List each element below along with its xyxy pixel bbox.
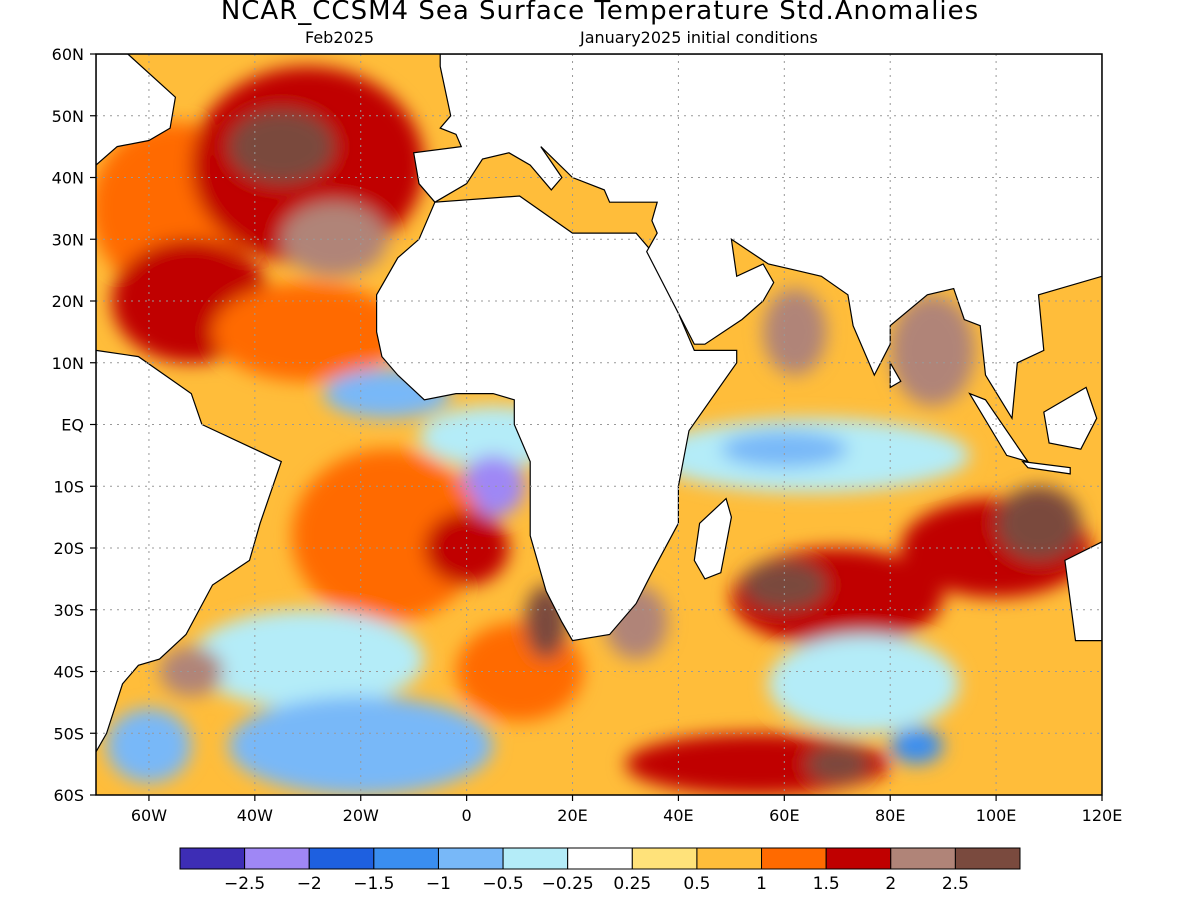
lon-tick-label: 40E (663, 806, 693, 825)
lat-tick-label: 20S (53, 539, 84, 558)
anomaly-region (890, 727, 944, 765)
land-north-america (96, 54, 177, 166)
land-madagascar (693, 497, 733, 580)
lon-tick-label: 40W (237, 806, 273, 825)
anomaly-region (106, 708, 192, 783)
forecast-month: Feb2025 (305, 28, 375, 47)
lat-tick-label: 10S (53, 477, 84, 496)
lon-tick-label: 80E (875, 806, 905, 825)
anomaly-region (720, 430, 848, 468)
anomaly-region (996, 486, 1081, 561)
colorbar-label: −1 (426, 874, 451, 894)
colorbar-swatch (502, 847, 569, 870)
lat-tick-label: 40N (52, 169, 84, 188)
land-europe-asia (413, 54, 1102, 421)
anomaly-region (461, 455, 525, 518)
land-australia (1064, 541, 1102, 642)
land-sri-lanka (889, 360, 902, 389)
anomaly-region (159, 646, 224, 697)
colorbar-swatch (373, 847, 439, 870)
colorbar-label: 1 (756, 874, 767, 894)
lon-tick-label: 120E (1082, 806, 1123, 825)
anomaly-region (805, 745, 870, 783)
lat-tick-label: EQ (61, 416, 84, 435)
anomaly-region (291, 449, 483, 623)
anomaly-region (228, 109, 335, 184)
lat-tick-label: 20N (52, 292, 84, 311)
colorbar-swatch (825, 847, 892, 870)
anomaly-region (424, 510, 509, 586)
longitude-axis: 60W 40W 20W 0 20E 40E 60E 80E 100E 120E (131, 795, 1122, 825)
colorbar-label: −2 (297, 874, 322, 894)
colorbar-swatch (761, 847, 827, 870)
anomaly-region (741, 560, 827, 610)
lat-tick-label: 50N (52, 107, 84, 126)
colorbar-label: 1.5 (813, 874, 840, 894)
colorbar: −2.5 −2 −1.5 −1 −0.5 −0.25 0.25 0.5 1 1.5 2 2.5 (179, 847, 1021, 894)
colorbar-label: 0.5 (683, 874, 710, 894)
lon-tick-label: 60W (131, 806, 167, 825)
colorbar-label: −2.5 (224, 874, 265, 894)
colorbar-swatch (567, 847, 633, 870)
lat-tick-label: 50S (53, 724, 84, 743)
land-south-america (96, 349, 283, 754)
lat-tick-label: 10N (52, 354, 84, 373)
latitude-axis: 60N 50N 40N 30N 20N 10N EQ 10S 20S 30S 40S 50S 60S (52, 45, 96, 805)
anomaly-region (191, 609, 425, 709)
anomaly-region (890, 294, 975, 406)
colorbar-swatch (696, 847, 763, 870)
colorbar-label: 2.5 (942, 874, 969, 894)
colorbar-label: 0.25 (613, 874, 651, 894)
lat-tick-label: 30N (52, 230, 84, 249)
colorbar-swatch (179, 847, 246, 870)
anomaly-region (763, 288, 827, 376)
colorbar-swatch (244, 847, 310, 870)
colorbar-swatch (954, 847, 1021, 870)
anomaly-region (768, 634, 960, 734)
colorbar-swatch (631, 847, 698, 870)
colorbar-label: −1.5 (353, 874, 394, 894)
colorbar-swatch (437, 847, 504, 870)
lat-tick-label: 40S (53, 663, 84, 682)
lat-tick-label: 60S (53, 786, 84, 805)
map-title: NCAR_CCSM4 Sea Surface Temperature Std.A… (220, 0, 980, 26)
colorbar-label: −0.25 (542, 874, 594, 894)
map-plot-area (96, 54, 1102, 795)
colorbar-swatch (308, 847, 375, 870)
anomaly-field (96, 66, 1092, 795)
colorbar-label: −0.5 (482, 874, 523, 894)
lon-tick-label: 60E (769, 806, 799, 825)
colorbar-label: 2 (885, 874, 896, 894)
graticule (96, 54, 1102, 795)
land-java (1021, 460, 1071, 475)
anomaly-region (212, 282, 404, 382)
lat-tick-label: 30S (53, 601, 84, 620)
lat-tick-label: 60N (52, 45, 84, 64)
lon-tick-label: 100E (976, 806, 1017, 825)
land-sumatra (968, 392, 1030, 463)
lon-tick-label: 20E (557, 806, 587, 825)
initial-conditions-label: January2025 initial conditions (580, 28, 818, 47)
lon-tick-label: 20W (343, 806, 379, 825)
lon-tick-label: 0 (462, 806, 472, 825)
land-borneo (1043, 386, 1098, 450)
colorbar-swatch (890, 847, 956, 870)
anomaly-region (228, 696, 494, 795)
